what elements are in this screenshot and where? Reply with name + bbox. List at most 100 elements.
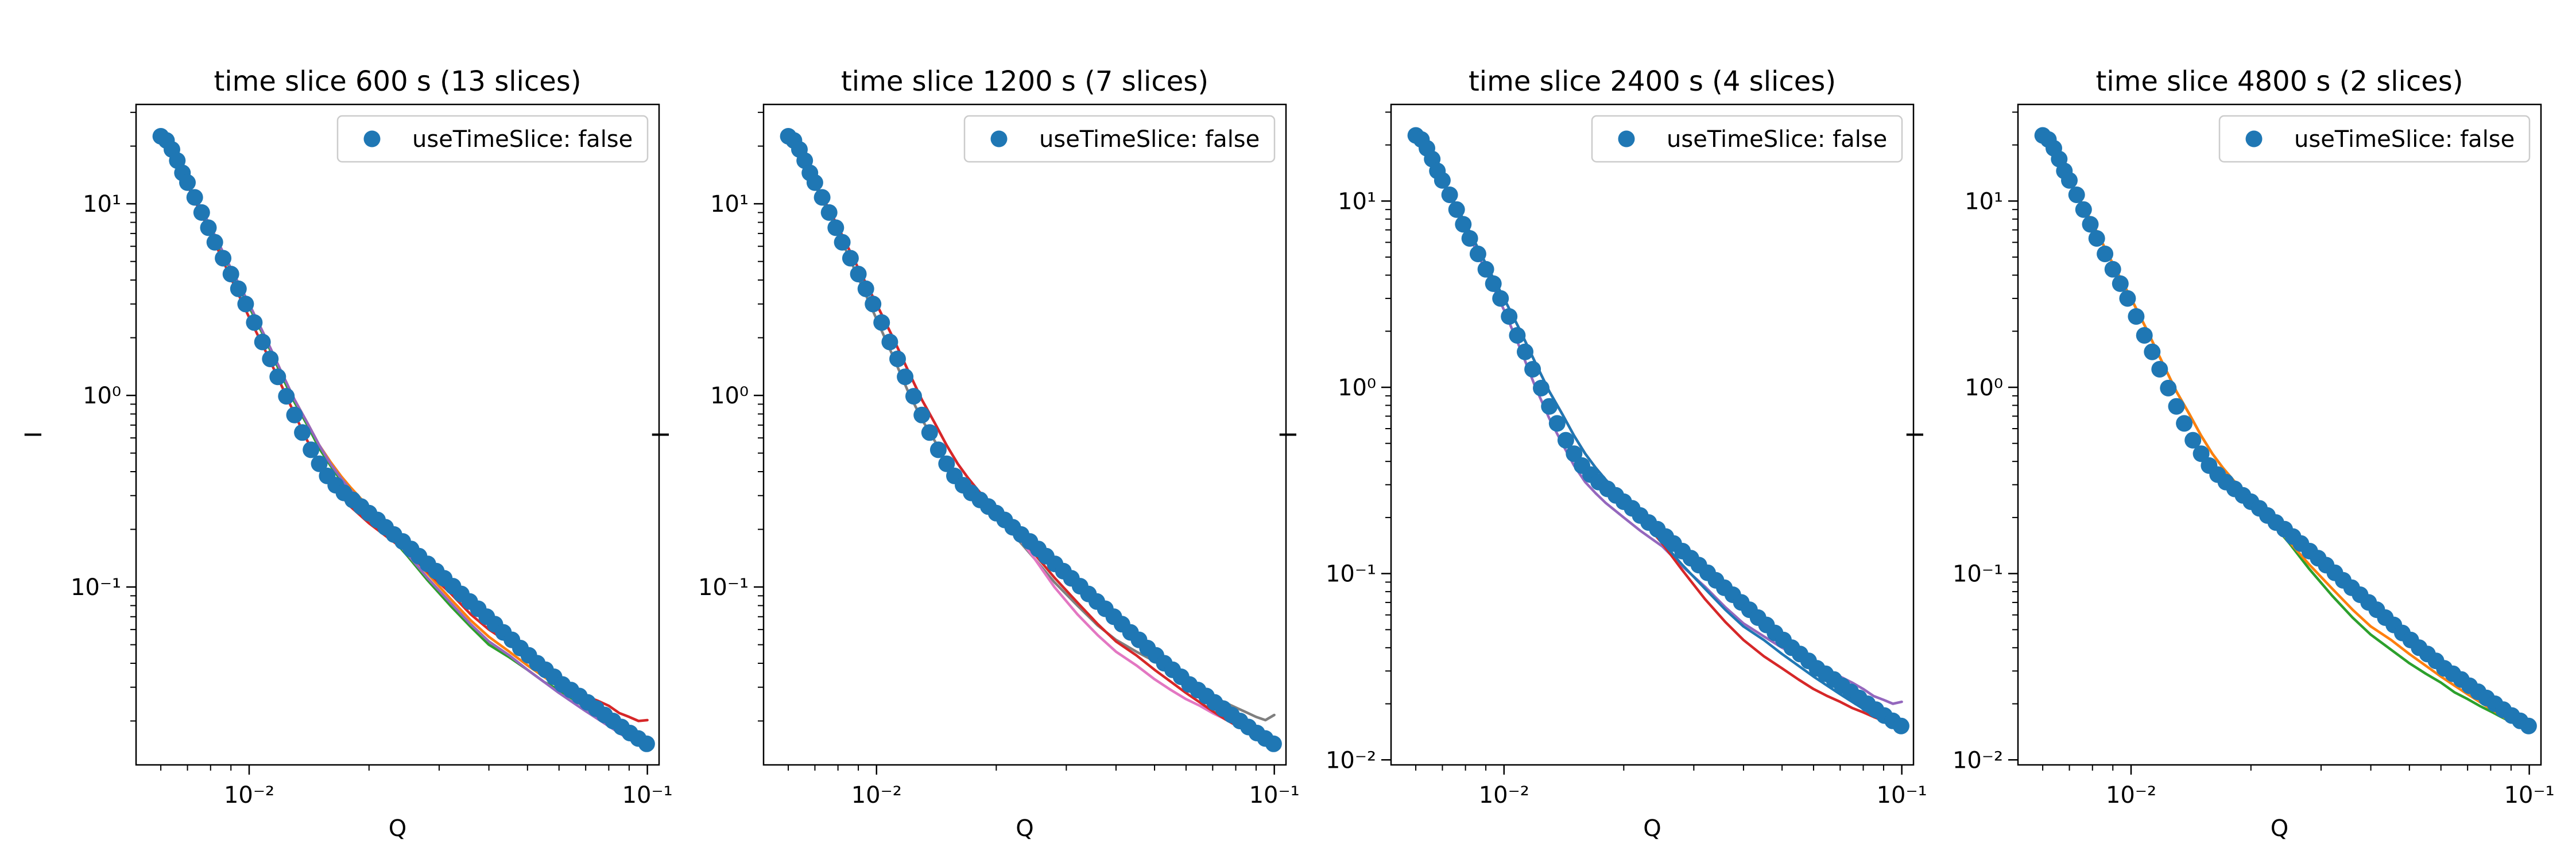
data-point — [2097, 246, 2114, 262]
data-point — [179, 174, 196, 191]
x-tick-label: 10⁻¹ — [622, 782, 673, 808]
data-point — [842, 250, 859, 267]
series-line — [2041, 134, 2531, 732]
legend-label: useTimeSlice: false — [2294, 126, 2515, 153]
x-tick-label: 10⁻¹ — [2504, 782, 2555, 808]
legend: useTimeSlice: false — [963, 115, 1276, 163]
data-point — [1485, 275, 1502, 292]
series-line — [159, 135, 649, 740]
y-tick-label: 10⁰ — [710, 383, 749, 409]
data-point — [269, 368, 286, 386]
data-point — [638, 735, 655, 752]
series-lines — [2041, 134, 2531, 732]
data-point — [2192, 445, 2210, 462]
chart-panel: 10⁻² 10⁻¹ 10⁻¹ 10⁰ 10¹ useTimeSlice: false tim… — [21, 65, 673, 842]
y-tick-label: 10¹ — [710, 191, 749, 217]
data-point — [2176, 415, 2193, 432]
data-point — [2104, 261, 2121, 278]
legend-label: useTimeSlice: false — [412, 126, 633, 153]
x-tick-label: 10⁻¹ — [1249, 782, 1300, 808]
axes-frame — [135, 103, 660, 766]
x-axis-label: Q — [1016, 815, 1033, 842]
data-point — [1501, 308, 1518, 325]
chart-title: time slice 4800 s (2 slices) — [2095, 65, 2463, 98]
data-point — [1524, 361, 1541, 378]
x-tick-label: 10⁻² — [2106, 782, 2156, 808]
y-tick-label: 10⁰ — [1338, 375, 1376, 401]
legend-box — [1591, 115, 1903, 163]
data-point — [2144, 343, 2161, 360]
y-tick-label: 10⁻¹ — [1953, 561, 2003, 588]
data-point — [2112, 275, 2129, 292]
data-point — [2082, 216, 2099, 233]
data-point — [186, 189, 203, 206]
data-point — [230, 280, 247, 297]
data-point — [206, 234, 223, 251]
legend: useTimeSlice: false — [336, 115, 649, 163]
data-point — [889, 351, 906, 367]
data-point — [1892, 717, 1909, 734]
legend-label: useTimeSlice: false — [1667, 126, 1887, 153]
legend-box — [963, 115, 1276, 163]
x-tick-label: 10⁻² — [1479, 782, 1529, 808]
data-point — [938, 455, 955, 472]
data-point — [1566, 445, 1583, 462]
data-point — [1517, 343, 1533, 360]
series-lines — [1414, 134, 1903, 732]
series-line — [159, 137, 649, 722]
series-line — [159, 137, 649, 741]
data-point — [278, 388, 295, 405]
y-tick-label: 10⁻¹ — [1326, 561, 1376, 588]
x-tick-label: 10⁻² — [851, 782, 902, 808]
data-point — [827, 219, 845, 236]
data-point — [1557, 431, 1574, 449]
data-point — [905, 388, 922, 405]
series-line — [1414, 135, 1903, 705]
legend-marker — [2245, 130, 2263, 147]
y-tick-label: 10⁻² — [1953, 747, 2003, 773]
series-line — [1414, 134, 1903, 729]
data-point — [1469, 246, 1486, 262]
minor-ticks — [130, 111, 630, 771]
data-point — [200, 219, 217, 236]
data-point — [1477, 261, 1494, 278]
data-point — [2075, 201, 2092, 218]
y-tick-label: 10¹ — [1965, 188, 2003, 215]
y-tick-label: 10¹ — [1338, 188, 1376, 215]
series-lines — [787, 135, 1276, 744]
data-point — [1509, 327, 1526, 344]
legend: useTimeSlice: false — [2218, 115, 2531, 163]
x-tick-label: 10⁻² — [224, 782, 274, 808]
chart-panel: 10⁻² 10⁻¹ 10⁻² 10⁻¹ 10⁰ 10¹ useTimeSlice: fals… — [1276, 65, 1927, 842]
data-point — [1455, 216, 1472, 233]
data-point — [1265, 735, 1282, 752]
legend: useTimeSlice: false — [1591, 115, 1903, 163]
data-point — [294, 424, 311, 441]
y-axis-label: I — [1903, 431, 1929, 438]
data-point — [2061, 172, 2078, 189]
data-point — [193, 204, 210, 221]
data-point — [814, 189, 831, 206]
legend-marker — [1618, 130, 1635, 147]
series-line — [1414, 134, 1903, 732]
minor-ticks — [2012, 111, 2512, 771]
minor-ticks — [1385, 111, 1884, 771]
data-point — [806, 174, 823, 191]
data-point — [929, 441, 947, 458]
marker-series — [152, 128, 655, 752]
data-point — [857, 280, 874, 297]
data-point — [1492, 290, 1509, 307]
data-point — [2128, 308, 2145, 325]
marker-series — [1407, 127, 1909, 734]
series-line — [787, 137, 1276, 722]
data-point — [1461, 230, 1478, 247]
data-point — [820, 204, 838, 221]
data-point — [1548, 415, 1566, 432]
data-point — [286, 406, 303, 423]
data-point — [2068, 186, 2085, 203]
data-point — [2136, 327, 2153, 344]
data-point — [1448, 201, 1465, 218]
legend-marker — [363, 130, 381, 147]
